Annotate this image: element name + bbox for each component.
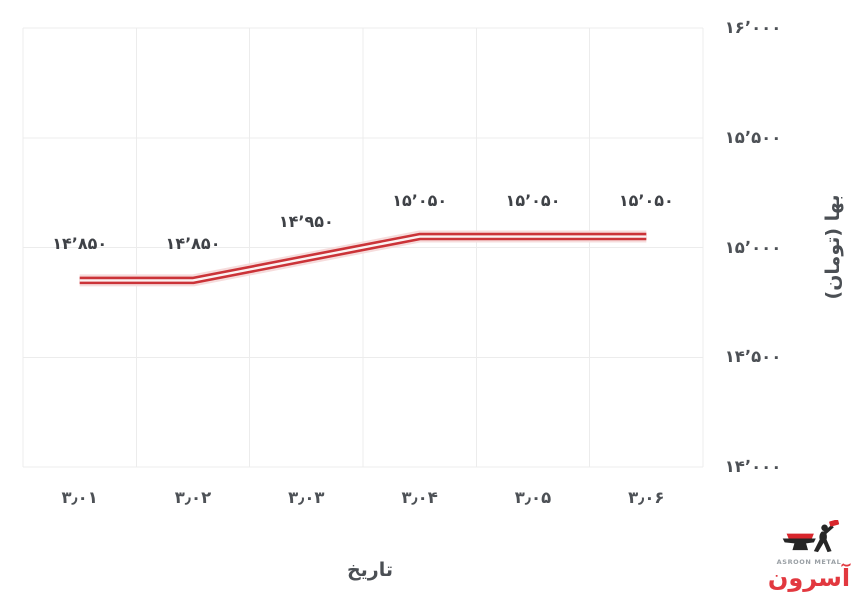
data-point-label: ۱۴٬۸۵۰ [52, 234, 108, 254]
y-axis-tick-label: ۱۴٬۵۰۰ [724, 347, 782, 367]
y-axis-tick-label: ۱۵٬۰۰۰ [724, 237, 782, 257]
blacksmith-anvil-icon [782, 518, 840, 552]
y-axis-tick-label: ۱۴٬۰۰۰ [724, 457, 782, 476]
x-axis-tick-label: ۳٫۰۳ [288, 488, 325, 507]
data-point-label: ۱۴٬۹۵۰ [278, 212, 334, 232]
data-point-label: ۱۴٬۸۵۰ [165, 234, 221, 254]
y-axis-title: بها (تومان) [822, 194, 844, 300]
x-axis-tick-label: ۳٫۰۲ [174, 488, 212, 507]
asroon-logo: ASROON METAL آسرون [762, 518, 856, 592]
data-point-label: ۱۵٬۰۵۰ [618, 190, 674, 210]
y-axis-tick-label: ۱۵٬۵۰۰ [724, 127, 782, 147]
data-point-label: ۱۵٬۰۵۰ [392, 190, 448, 210]
x-axis-tick-label: ۳٫۰۵ [514, 488, 552, 507]
x-axis-title: تاریخ [346, 559, 394, 581]
grid-lines [22, 27, 704, 468]
logo-brand-en: ASROON METAL [776, 557, 842, 566]
price-line-core [79, 235, 647, 282]
logo-brand-fa: آسرون [767, 564, 851, 592]
y-axis-tick-label: ۱۶٬۰۰۰ [724, 18, 782, 37]
data-point-label: ۱۵٬۰۵۰ [505, 190, 561, 210]
price-line-series[interactable] [79, 230, 647, 287]
x-axis-tick-label: ۳٫۰۱ [61, 488, 98, 507]
x-axis-tick-label: ۳٫۰۴ [401, 488, 438, 507]
x-axis-tick-label: ۳٫۰۶ [628, 488, 665, 507]
